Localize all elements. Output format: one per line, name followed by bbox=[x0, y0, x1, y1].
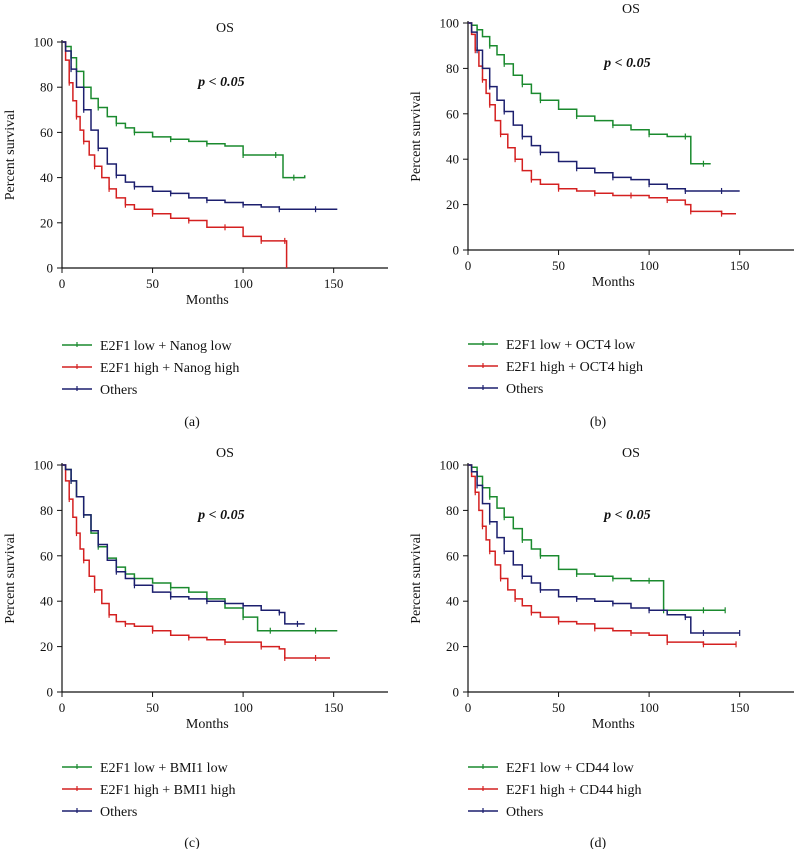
y-tick-label: 40 bbox=[446, 152, 459, 167]
y-axis-label: Percent survival bbox=[409, 91, 424, 182]
legend-label: Others bbox=[506, 805, 543, 820]
panel-label: (a) bbox=[184, 415, 200, 430]
chart-title: OS bbox=[216, 21, 234, 36]
x-axis-label: Months bbox=[592, 275, 635, 290]
y-tick-label: 100 bbox=[34, 35, 54, 50]
p-value-annotation: p < 0.05 bbox=[197, 75, 244, 90]
survival-curve-series-2 bbox=[468, 22, 736, 215]
survival-curve-series-1 bbox=[62, 464, 338, 632]
y-tick-label: 40 bbox=[446, 594, 459, 609]
survival-curve-series-2 bbox=[62, 41, 288, 268]
y-tick-label: 80 bbox=[446, 503, 459, 518]
y-tick-label: 60 bbox=[446, 548, 459, 563]
survival-curve-series-2 bbox=[468, 464, 736, 646]
p-value-annotation: p < 0.05 bbox=[603, 56, 650, 71]
x-axis-label: Months bbox=[186, 717, 229, 732]
survival-curve-series-1 bbox=[468, 464, 726, 612]
legend-label: Others bbox=[506, 382, 543, 397]
y-tick-label: 20 bbox=[40, 639, 53, 654]
x-tick-label: 100 bbox=[233, 276, 253, 291]
y-tick-label: 0 bbox=[47, 685, 54, 700]
y-tick-label: 100 bbox=[34, 458, 54, 473]
survival-curve-series-3 bbox=[468, 22, 740, 192]
survival-curve-series-3 bbox=[62, 41, 338, 210]
chart-title: OS bbox=[622, 2, 640, 17]
x-tick-label: 100 bbox=[639, 700, 659, 715]
legend-label: E2F1 high + BMI1 high bbox=[100, 783, 235, 798]
legend-label: Others bbox=[100, 805, 137, 820]
y-tick-label: 80 bbox=[40, 503, 53, 518]
x-tick-label: 0 bbox=[465, 258, 472, 273]
y-tick-label: 100 bbox=[440, 458, 460, 473]
y-tick-label: 60 bbox=[446, 106, 459, 121]
y-tick-label: 20 bbox=[40, 215, 53, 230]
legend-label: E2F1 low + OCT4 low bbox=[506, 338, 636, 353]
y-tick-label: 40 bbox=[40, 170, 53, 185]
y-tick-label: 20 bbox=[446, 639, 459, 654]
survival-panel-a: 0 20 40 60 80 100 0 50 100 150 Months Percent survi… bbox=[3, 21, 388, 430]
x-tick-label: 0 bbox=[59, 700, 66, 715]
x-tick-label: 150 bbox=[324, 276, 344, 291]
x-tick-label: 150 bbox=[730, 258, 750, 273]
y-tick-label: 60 bbox=[40, 125, 53, 140]
x-tick-label: 50 bbox=[146, 700, 159, 715]
legend-label: E2F1 high + Nanog high bbox=[100, 361, 239, 376]
x-tick-label: 0 bbox=[465, 700, 472, 715]
y-axis-label: Percent survival bbox=[3, 533, 18, 624]
legend-label: E2F1 low + Nanog low bbox=[100, 339, 232, 354]
x-tick-label: 50 bbox=[552, 258, 565, 273]
survival-curve-series-2 bbox=[62, 464, 330, 659]
survival-panel-c: 0 20 40 60 80 100 0 50 100 150 Months Percent survi… bbox=[3, 446, 388, 849]
p-value-annotation: p < 0.05 bbox=[197, 508, 244, 523]
y-tick-label: 80 bbox=[40, 80, 53, 95]
survival-curve-series-1 bbox=[468, 22, 711, 165]
chart-title: OS bbox=[216, 446, 234, 461]
y-tick-label: 100 bbox=[440, 16, 460, 31]
y-tick-label: 60 bbox=[40, 548, 53, 563]
x-tick-label: 0 bbox=[59, 276, 66, 291]
x-tick-label: 50 bbox=[552, 700, 565, 715]
panel-label: (d) bbox=[590, 836, 607, 849]
y-tick-label: 80 bbox=[446, 61, 459, 76]
x-tick-label: 100 bbox=[233, 700, 253, 715]
legend-label: E2F1 high + OCT4 high bbox=[506, 360, 643, 375]
x-axis-label: Months bbox=[186, 293, 229, 308]
x-axis-label: Months bbox=[592, 717, 635, 732]
y-axis-label: Percent survival bbox=[3, 110, 18, 201]
legend-label: E2F1 high + CD44 high bbox=[506, 783, 641, 798]
p-value-annotation: p < 0.05 bbox=[603, 508, 650, 523]
x-tick-label: 150 bbox=[730, 700, 750, 715]
legend-label: E2F1 low + BMI1 low bbox=[100, 761, 229, 776]
y-tick-label: 20 bbox=[446, 197, 459, 212]
panel-label: (b) bbox=[590, 415, 607, 430]
legend-label: E2F1 low + CD44 low bbox=[506, 761, 635, 776]
survival-curve-series-3 bbox=[468, 464, 740, 634]
y-tick-label: 0 bbox=[47, 261, 54, 276]
x-tick-label: 50 bbox=[146, 276, 159, 291]
chart-title: OS bbox=[622, 446, 640, 461]
legend-label: Others bbox=[100, 383, 137, 398]
survival-panel-b: 0 20 40 60 80 100 0 50 100 150 Months Percent survi… bbox=[409, 2, 794, 430]
panel-label: (c) bbox=[184, 836, 200, 849]
y-tick-label: 0 bbox=[453, 685, 460, 700]
survival-panel-d: 0 20 40 60 80 100 0 50 100 150 Months Percent survi… bbox=[409, 446, 794, 849]
x-tick-label: 100 bbox=[639, 258, 659, 273]
x-tick-label: 150 bbox=[324, 700, 344, 715]
y-tick-label: 40 bbox=[40, 594, 53, 609]
y-axis-label: Percent survival bbox=[409, 533, 424, 624]
y-tick-label: 0 bbox=[453, 243, 460, 258]
